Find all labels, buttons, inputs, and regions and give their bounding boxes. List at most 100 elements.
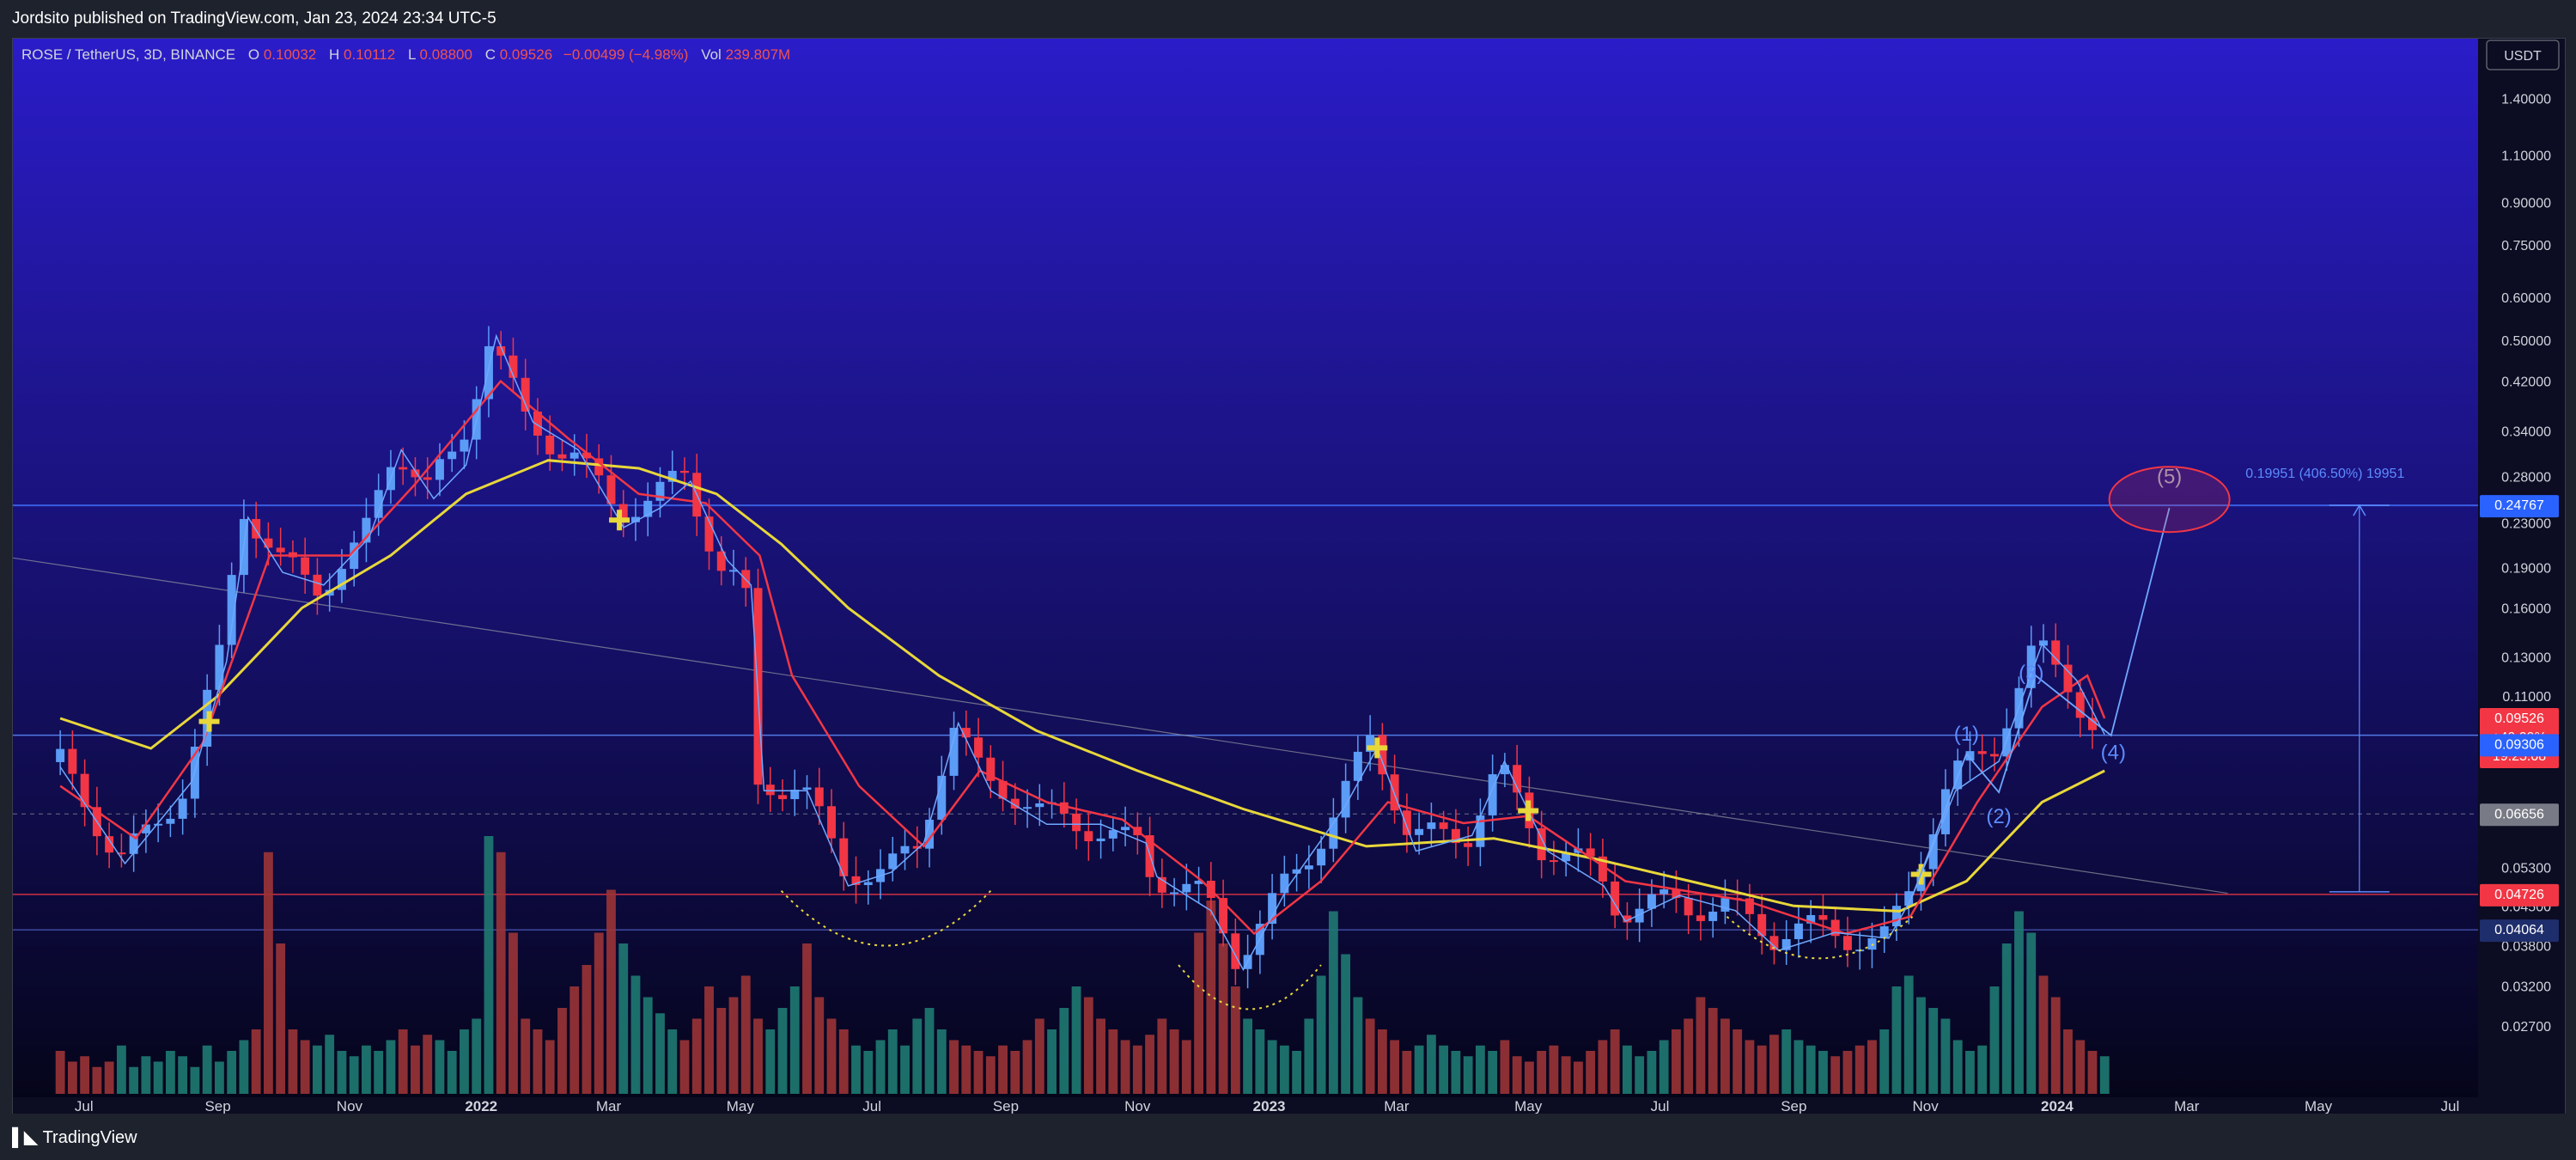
volume-bar (509, 932, 518, 1094)
volume-bar (313, 1045, 322, 1094)
candle-body (974, 737, 984, 758)
price-tick-label: 0.11000 (2502, 690, 2551, 705)
price-tick-label: 0.90000 (2501, 196, 2551, 211)
candle-body (1157, 876, 1166, 893)
volume-bar (190, 1066, 200, 1094)
price-tick-label: 0.03800 (2501, 940, 2551, 955)
ma-slow-line (59, 459, 2105, 913)
volume-bar (1316, 975, 1326, 1094)
volume-bar (1243, 1018, 1253, 1094)
candle-body (1341, 780, 1350, 818)
candle-body (374, 490, 383, 518)
candle-body (986, 757, 996, 781)
time-tick-label: Jul (2441, 1098, 2460, 1114)
volume-bar (533, 1029, 543, 1094)
price-chart[interactable]: 1.40000 1.10000 0.90000 0.75000 0.60000 0.500… (13, 39, 2565, 1114)
volume-bar (1598, 1040, 1608, 1094)
candle-body (827, 806, 837, 839)
volume-bar (569, 986, 580, 1094)
candle-body (1231, 933, 1240, 969)
candle-body (839, 838, 849, 876)
volume-bar (1733, 1029, 1743, 1094)
chart-background (13, 39, 2478, 1097)
volume-bar (753, 1018, 763, 1094)
volume-bar (2026, 932, 2037, 1094)
volume-bar (1696, 997, 1706, 1094)
candle-body (276, 547, 285, 553)
volume-bar (1854, 1045, 1865, 1094)
candle-body (2026, 645, 2036, 688)
elliott-wave-path (1911, 507, 2171, 896)
legend-high-label: H (329, 46, 339, 63)
price-tick-label: 0.23000 (2501, 516, 2551, 531)
volume-bar (606, 889, 616, 1094)
volume-bar (1328, 911, 1338, 1094)
volume-bar (300, 1040, 310, 1094)
candle-body (1928, 833, 1938, 870)
volume-bar (1573, 1061, 1583, 1094)
volume-bar (900, 1045, 910, 1094)
volume-bar (802, 943, 812, 1094)
chart-area[interactable]: 1.40000 1.10000 0.90000 0.75000 0.60000 0.500… (12, 38, 2566, 1115)
publish-header: Jordsito published on TradingView.com, J… (0, 0, 2576, 38)
legend-low-label: L (408, 46, 416, 63)
volume-bar (1390, 1040, 1400, 1094)
candle-body (2038, 640, 2048, 646)
candle-body (606, 475, 616, 504)
volume-bar (92, 1066, 102, 1094)
volume-bar (949, 1040, 959, 1094)
volume-bar (1047, 1029, 1057, 1094)
legend-line: ROSE / TetherUS, 3D, BINANCE O 0.10032 H… (21, 46, 790, 63)
time-tick-label: Jul (1651, 1098, 1670, 1114)
candle-body (435, 459, 444, 480)
time-tick-label: Jul (75, 1098, 94, 1114)
tradingview-logo[interactable]: ▌◣ TradingView (12, 1126, 137, 1148)
candle-body (998, 780, 1008, 799)
candle-body (423, 477, 432, 480)
volume-bar (1965, 1051, 1975, 1094)
volume-bar (1500, 1040, 1510, 1094)
candle-body (1464, 843, 1473, 847)
candle-body (2051, 640, 2061, 665)
volume-bar (398, 1029, 408, 1094)
candle-body (1402, 810, 1411, 835)
candle-body (1793, 923, 1803, 939)
volume-bar (655, 1013, 665, 1094)
volume-bar (1867, 1040, 1877, 1094)
candle-body (1108, 830, 1117, 839)
candle-body (729, 570, 738, 572)
candle-body (80, 773, 89, 808)
time-tick-label: Jul (862, 1098, 881, 1114)
time-axis-panel (13, 1097, 2565, 1114)
price-tick-label: 1.10000 (2501, 150, 2551, 164)
volume-bar (1830, 1056, 1841, 1094)
legend-low: 0.08800 (420, 46, 472, 63)
candle-body (1623, 915, 1632, 923)
volume-bar (1145, 1035, 1154, 1094)
candle-body (1965, 751, 1975, 761)
level-navy-label: 0.04064 (2494, 923, 2544, 937)
volume-bar (411, 1045, 420, 1094)
rounding-bottom-arc (780, 889, 992, 947)
candle-body (1219, 898, 1228, 934)
candle-body (1353, 751, 1362, 781)
volume-bar (1120, 1040, 1130, 1094)
volume-bar (1672, 1029, 1681, 1094)
volume-bar (1561, 1056, 1571, 1094)
ma-fast-line (59, 333, 2105, 972)
currency-button[interactable]: USDT (2486, 40, 2560, 70)
volume-bar (2099, 1056, 2110, 1094)
candle-body (1023, 807, 1032, 809)
candle-body (1611, 881, 1620, 916)
candle-body (337, 569, 346, 590)
volume-bar (557, 1008, 567, 1094)
candle-body (252, 519, 261, 539)
candle-body (1891, 906, 1901, 927)
volume-bar (1157, 1018, 1167, 1094)
volume-bar (594, 932, 604, 1094)
time-tick-label: Nov (337, 1098, 363, 1114)
volume-bar (2001, 943, 2012, 1094)
volume-bar (1793, 1040, 1804, 1094)
volume-bar (214, 1061, 224, 1094)
candle-body (460, 439, 469, 452)
